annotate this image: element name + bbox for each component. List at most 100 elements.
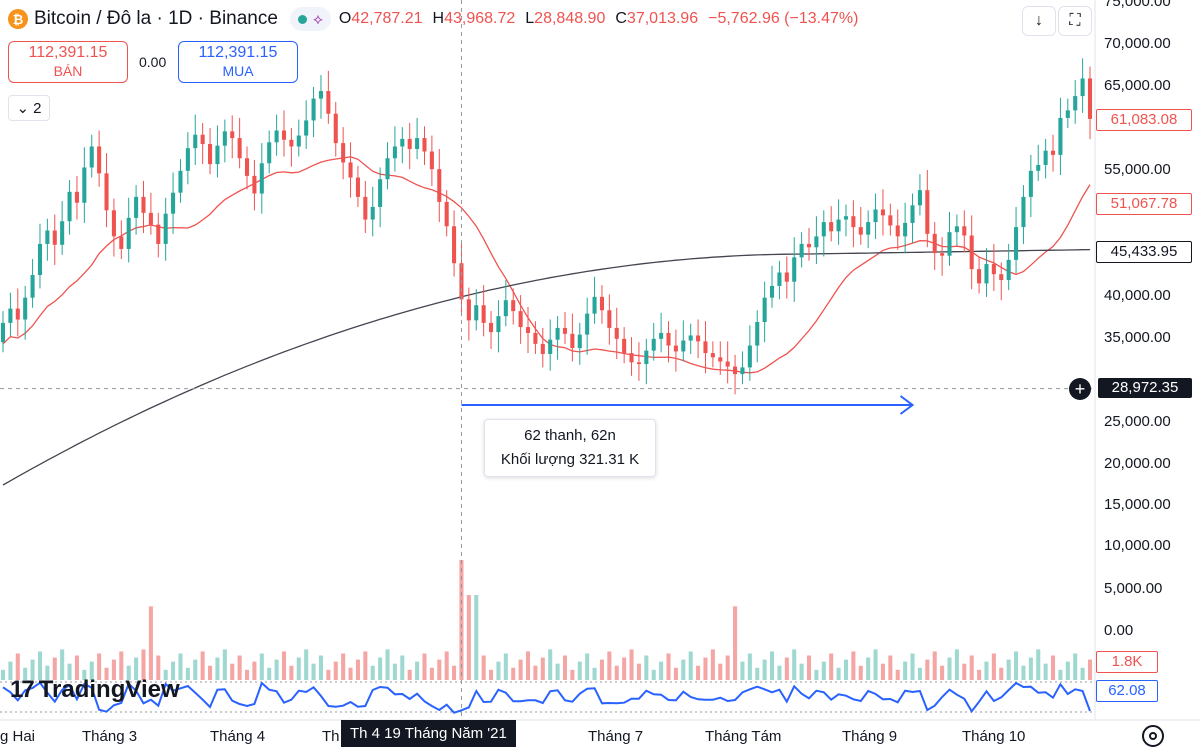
volume-bar — [555, 663, 560, 680]
candle-body — [614, 327, 619, 339]
candle-body — [969, 235, 974, 270]
volume-bar — [200, 651, 205, 680]
grid — [0, 0, 1200, 721]
candle-body — [171, 192, 176, 214]
fullscreen-button[interactable]: ⛶ — [1058, 6, 1092, 36]
candle-body — [97, 146, 102, 174]
price-axis-label: 25,000.00 — [1104, 413, 1171, 430]
candle-body — [851, 216, 856, 228]
volume-bar — [141, 649, 146, 680]
moving-averages — [2, 156, 1091, 486]
candle-body — [148, 212, 153, 225]
price-axis-label: 15,000.00 — [1104, 496, 1171, 513]
volume-bar — [355, 659, 360, 680]
candle-body — [415, 138, 420, 149]
candle-body — [274, 130, 279, 143]
volume-bar — [577, 661, 582, 680]
volume-bar — [185, 667, 190, 680]
volume-bar — [925, 659, 930, 680]
volume-bar — [466, 595, 471, 680]
candle-body — [230, 131, 235, 139]
volume-bar — [511, 667, 516, 680]
volume-bar — [1065, 661, 1070, 680]
settings-icon[interactable] — [1142, 725, 1164, 747]
candle-body — [37, 243, 43, 275]
candle-body — [252, 175, 257, 194]
volume-bar — [1036, 649, 1041, 680]
candle-body — [60, 221, 65, 245]
volume-bar — [496, 661, 501, 680]
volume-bar — [437, 659, 442, 680]
candle-body — [858, 227, 863, 235]
candle-body — [503, 300, 508, 317]
volume-bar — [422, 653, 427, 680]
volume-bar — [1087, 659, 1093, 680]
candle-body — [1073, 96, 1078, 111]
volume-bar — [740, 661, 745, 680]
volume-bar — [562, 655, 568, 680]
price-axis-label: 5,000.00 — [1104, 580, 1163, 597]
volume-bar — [363, 651, 368, 680]
candle-body — [1080, 78, 1085, 97]
volume-bar — [274, 659, 279, 680]
candle-body — [947, 232, 952, 256]
volume-bar — [607, 651, 612, 680]
candle-body — [304, 120, 309, 136]
candle-body — [1036, 164, 1041, 171]
measure-bars: 62 thanh, 62n — [524, 427, 616, 444]
time-axis[interactable]: g Hai Tháng 3 Tháng 4 Th Tháng 7 Tháng T… — [0, 722, 1095, 753]
time-label: Tháng 10 — [962, 728, 1026, 745]
volume-bar — [592, 667, 597, 680]
volume-bar — [851, 651, 856, 680]
volume-bar — [1006, 659, 1011, 680]
sell-button[interactable]: 112,391.15 BÁN — [8, 41, 128, 83]
candle-body — [888, 215, 893, 226]
volume-bar — [718, 663, 723, 680]
candle-body — [925, 190, 930, 234]
chart-header: ₿ Bitcoin / Đô la · 1D · Binance ⟡ O42,7… — [8, 6, 858, 32]
volume-bar — [999, 667, 1004, 680]
volume-bar — [962, 663, 967, 680]
volume-bar — [629, 649, 634, 680]
candle-body — [607, 310, 612, 328]
candle-body — [562, 327, 568, 334]
candle-body — [577, 334, 582, 349]
volume-bar — [747, 653, 752, 680]
volume-bar — [777, 665, 782, 680]
volume-bar — [821, 661, 826, 680]
volume-bar — [215, 657, 220, 680]
volume-bar — [836, 667, 841, 680]
volume-bar — [880, 663, 885, 680]
candle-body — [1006, 259, 1011, 281]
volume-bar — [370, 665, 375, 680]
indicator-pill[interactable]: ⟡ — [289, 7, 331, 31]
download-icon: ↓ — [1035, 12, 1043, 29]
volume-bar — [89, 661, 94, 680]
candle-body — [821, 222, 826, 237]
candle-body — [777, 272, 782, 286]
volume-bar — [814, 669, 819, 680]
tradingview-logo[interactable]: 17 TradingView — [10, 676, 180, 703]
indicator-collapse-button[interactable]: ⌄ 2 — [8, 95, 50, 121]
download-button[interactable]: ↓ — [1022, 6, 1056, 36]
candle-body — [540, 343, 545, 354]
volume-bar — [866, 657, 871, 680]
volume-bar — [8, 661, 13, 680]
candle-body — [792, 257, 797, 282]
candle-body — [163, 213, 168, 244]
volume-bar — [585, 653, 590, 680]
volume-bar — [178, 653, 183, 680]
candle-body — [259, 163, 264, 194]
volume-bar — [326, 669, 331, 680]
buy-button[interactable]: 112,391.15 MUA — [178, 41, 298, 83]
candle-body — [962, 226, 967, 236]
volume-bar — [222, 649, 227, 680]
add-alert-plus-icon[interactable]: + — [1069, 378, 1091, 400]
symbol-title[interactable]: Bitcoin / Đô la · 1D · Binance — [34, 8, 278, 29]
candle-body — [910, 205, 915, 223]
candle-body — [289, 139, 294, 147]
candle-body — [407, 138, 412, 149]
volume-bar — [696, 665, 701, 680]
volume-bar — [252, 661, 257, 680]
